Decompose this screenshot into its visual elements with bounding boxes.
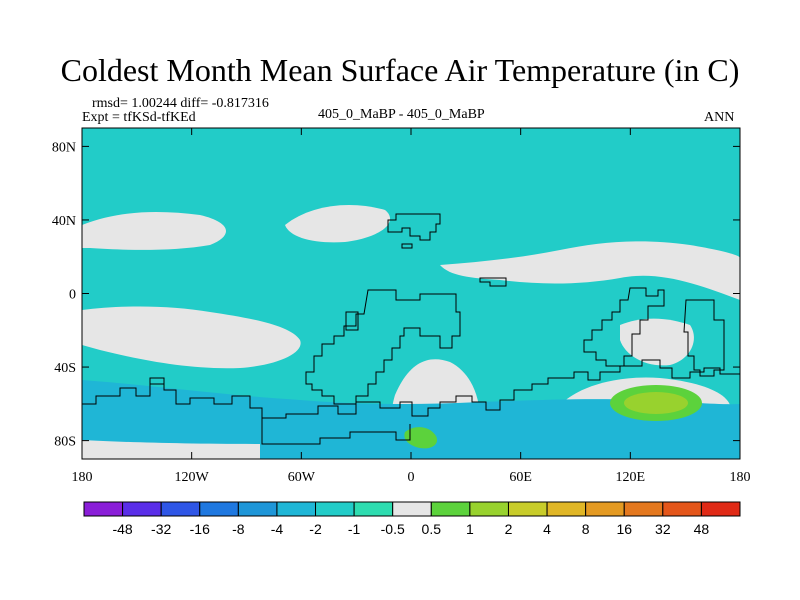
colorbar-swatch (276, 501, 317, 517)
x-tick-label: 60W (288, 470, 316, 485)
region-east-australia-patch (620, 318, 694, 366)
colorbar-swatch (199, 501, 239, 517)
colorbar-label: 2 (505, 521, 513, 537)
colorbar-swatch (237, 501, 278, 517)
colorbar-label: -4 (271, 521, 284, 537)
colorbar-label: -48 (112, 521, 132, 537)
region-north-atlantic-patch (285, 205, 391, 243)
stats-label: rmsd= 1.00244 diff= -0.817316 (92, 96, 269, 111)
coastline-island (345, 311, 359, 331)
coastline-australia (683, 299, 725, 377)
colorbar-label: 8 (582, 521, 590, 537)
region-north-asia-band (440, 241, 740, 300)
colorbar-label: 0.5 (422, 521, 442, 537)
colorbar-swatch (353, 501, 394, 517)
colorbar-label: 1 (466, 521, 474, 537)
x-tick-label: 180 (730, 470, 751, 485)
coastline-north-3 (479, 277, 507, 287)
colorbar-swatch (662, 501, 702, 517)
colorbar-label: -32 (151, 521, 171, 537)
colorbar-swatch (700, 501, 741, 517)
colorbar-label: -2 (309, 521, 322, 537)
coastline-north-1 (387, 213, 441, 241)
colorbar-swatch (546, 501, 587, 517)
x-tick-label: 120E (616, 470, 646, 485)
colorbar-swatch (315, 501, 355, 517)
coastline-antarctic-inner (261, 418, 411, 445)
x-tick-label: 60E (509, 470, 532, 485)
region-southern-ocean-band (82, 380, 740, 459)
colorbar-swatch (160, 501, 201, 517)
colorbar-swatch (430, 501, 471, 517)
colorbar-swatch (585, 501, 625, 517)
field-layer (82, 128, 740, 459)
expt-label: Expt = tfKSd-tfKEd (82, 110, 196, 125)
region-south-pacific-warm-core (624, 392, 688, 414)
region-antarctic-warm (404, 427, 438, 449)
coastline-small-1 (149, 377, 165, 385)
y-tick-label: 80N (52, 140, 76, 155)
colorbar-label: 32 (655, 521, 671, 537)
colorbar-swatch (469, 501, 509, 517)
colorbar-label: -0.5 (381, 521, 405, 537)
x-tick-label: 180 (72, 470, 93, 485)
region-antarctic-white (82, 440, 260, 459)
colorbar-swatch (392, 501, 432, 517)
x-tick-label: 0 (408, 470, 415, 485)
y-tick-label: 0 (69, 288, 76, 303)
colorbar-label: -16 (190, 521, 210, 537)
colorbar-swatch (122, 501, 162, 517)
colorbar-label: -1 (348, 521, 361, 537)
colorbar-label: 16 (616, 521, 632, 537)
y-tick-label: 80S (54, 435, 76, 450)
coastline-antarctic-edge (82, 359, 740, 419)
coastline-north-2 (401, 243, 413, 249)
coastlines (82, 213, 740, 445)
colorbar-swatch (83, 501, 124, 517)
y-tick-label: 40S (54, 361, 76, 376)
center-label: 405_0_MaBP - 405_0_MaBP (318, 107, 485, 122)
y-tick-label: 40N (52, 214, 76, 229)
colorbar-label: 4 (543, 521, 551, 537)
coastline-americas (305, 289, 461, 405)
region-tropical-pacific-patch (82, 306, 301, 369)
colorbar-swatch (507, 501, 548, 517)
axis-ticks: 180 120W 60W 0 60E 120E 180 80N 40N 0 40S 80S (52, 128, 751, 485)
season-label: ANN (704, 110, 735, 125)
region-arctic-band (82, 128, 740, 192)
x-tick-label: 120W (175, 470, 210, 485)
chart-title: Coldest Month Mean Surface Air Temperatu… (60, 52, 740, 88)
coastline-asia (583, 287, 665, 367)
colorbar-label: 48 (694, 521, 710, 537)
colorbar-swatch (623, 501, 664, 517)
region-north-pacific-patch (82, 212, 227, 250)
colorbar-label: -8 (232, 521, 245, 537)
colorbar: -48 -32 -16 -8 -4 -2 -1 -0.5 0.5 1 2 4 8 16 32 48 (83, 501, 741, 537)
